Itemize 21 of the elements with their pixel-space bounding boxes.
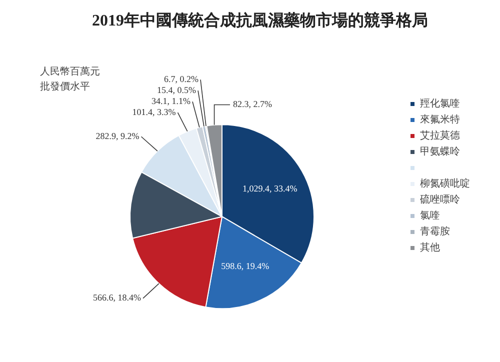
- legend-label: 羥化氯喹: [420, 98, 460, 110]
- legend-label: 甲氨蝶呤: [420, 146, 460, 158]
- legend-label: 柳氮磺吡啶: [420, 178, 470, 190]
- data-label: 598.6, 19.4%: [221, 261, 270, 272]
- chart-title: 2019年中國傳統合成抗風濕藥物市場的競爭格局: [92, 12, 428, 30]
- data-label: 282.9, 9.2%: [96, 130, 140, 141]
- data-label: 101.4, 3.3%: [132, 106, 176, 117]
- legend-label: 其他: [420, 242, 440, 254]
- legend-label: 硫唑嘌呤: [420, 194, 460, 206]
- legend-label: 來氟米特: [420, 114, 460, 126]
- text: 人民幣百萬元: [40, 66, 100, 78]
- legend-label: 氯喹: [420, 210, 440, 222]
- legend-label: 青霉胺: [420, 226, 450, 238]
- data-label: 15.4, 0.5%: [157, 84, 197, 95]
- data-label: 566.6, 18.4%: [93, 292, 142, 303]
- data-label: 1,029.4, 33.4%: [242, 183, 298, 194]
- data-label: 6.7, 0.2%: [164, 74, 199, 84]
- legend-label: 艾拉莫德: [420, 130, 460, 142]
- text: 批發價水平: [40, 80, 90, 93]
- data-label: 82.3, 2.7%: [233, 99, 272, 110]
- data-label: 34.1, 1.1%: [151, 96, 191, 106]
